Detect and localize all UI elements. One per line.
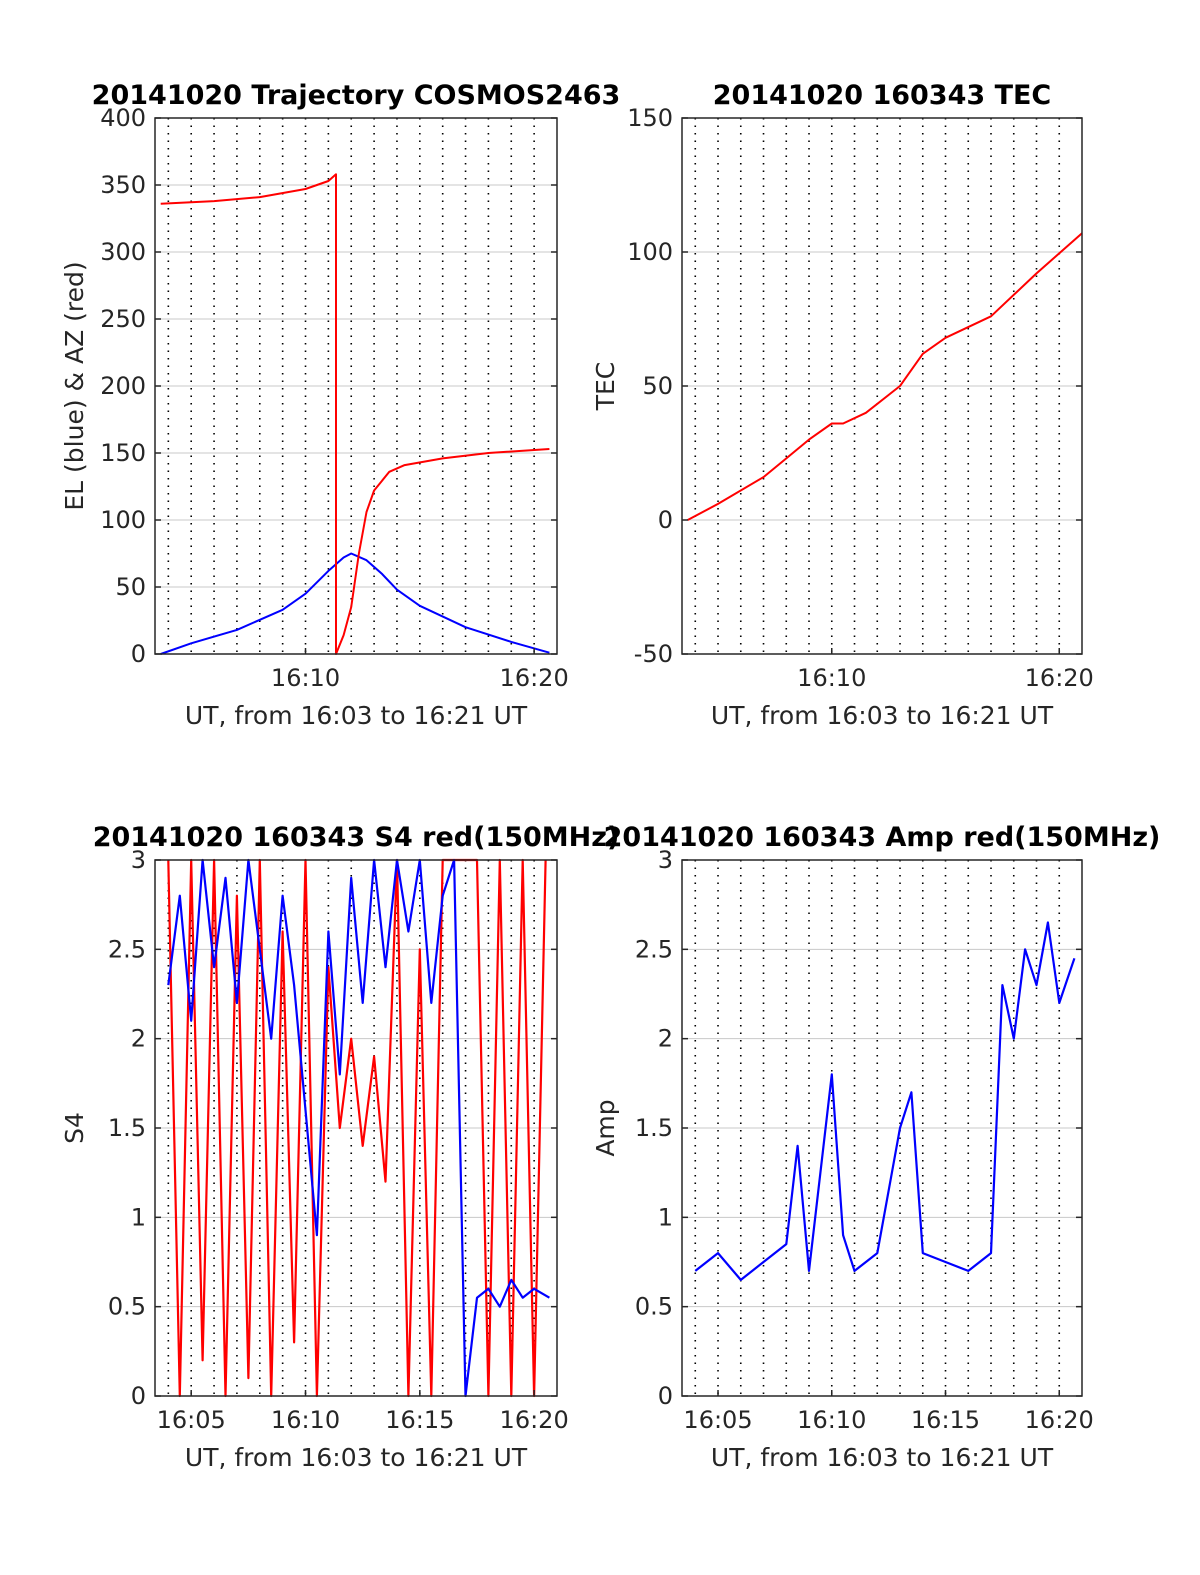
- y-tick-label: -50: [634, 640, 673, 668]
- series-line-red: [160, 173, 550, 655]
- y-tick-label: 150: [627, 104, 673, 132]
- chart-title: 20141020 160343 Amp red(150MHz): [604, 822, 1161, 853]
- y-axis-label: TEC: [591, 362, 620, 412]
- y-tick-label: 300: [100, 238, 146, 266]
- y-tick-label: 100: [100, 506, 146, 534]
- y-axis-label: Amp: [591, 1099, 620, 1156]
- y-tick-label: 0.5: [108, 1293, 146, 1321]
- y-axis-label: EL (blue) & AZ (red): [60, 261, 89, 510]
- x-tick-label: 16:20: [500, 1406, 569, 1434]
- chart-title: 20141020 160343 S4 red(150MHz): [93, 822, 620, 853]
- y-tick-label: 250: [100, 305, 146, 333]
- y-tick-label: 0: [658, 1382, 673, 1410]
- x-tick-label: 16:10: [797, 1406, 866, 1434]
- chart-3: 0 0.5 1 1.5 2 2.5 3 16:05 16:10 16:15 16:20 2014102…: [60, 822, 619, 1472]
- series-line-red: [167, 858, 547, 1398]
- x-tick-label: 16:20: [1025, 1406, 1094, 1434]
- y-tick-label: 400: [100, 104, 146, 132]
- chart-1: 0 50 100 150 200 250 300 350 400 16:10 16:20 201410…: [60, 80, 620, 730]
- chart-2: -50 0 50 100 150 16:10 16:20 20141020 160343 TE…: [591, 80, 1094, 730]
- series-line-blue: [160, 552, 550, 655]
- chart-4: 0 0.5 1 1.5 2 2.5 3 16:05 16:10 16:15 16:20 2014102…: [591, 822, 1160, 1472]
- y-tick-label: 1: [658, 1203, 673, 1231]
- series-line-red: [687, 232, 1083, 521]
- y-tick-label: 2: [131, 1025, 146, 1053]
- y-tick-label: 2.5: [108, 935, 146, 963]
- y-axis-label: S4: [60, 1112, 89, 1144]
- x-tick-label: 16:10: [271, 1406, 340, 1434]
- x-tick-label: 16:10: [271, 664, 340, 692]
- y-tick-label: 1.5: [635, 1114, 673, 1142]
- y-tick-label: 350: [100, 171, 146, 199]
- y-tick-label: 3: [658, 846, 673, 874]
- y-tick-label: 50: [115, 573, 146, 601]
- x-tick-label: 16:10: [797, 664, 866, 692]
- series-line-blue: [694, 921, 1076, 1282]
- x-tick-label: 16:15: [911, 1406, 980, 1434]
- y-tick-label: 0: [131, 640, 146, 668]
- y-tick-label: 2.5: [635, 935, 673, 963]
- x-axis-label: UT, from 16:03 to 16:21 UT: [711, 1443, 1054, 1472]
- y-tick-label: 1: [131, 1203, 146, 1231]
- y-tick-label: 1.5: [108, 1114, 146, 1142]
- y-tick-label: 0: [131, 1382, 146, 1410]
- series-line-blue: [167, 858, 550, 1398]
- y-tick-label: 150: [100, 439, 146, 467]
- y-tick-label: 100: [627, 238, 673, 266]
- x-axis-label: UT, from 16:03 to 16:21 UT: [185, 1443, 528, 1472]
- y-tick-label: 0: [658, 506, 673, 534]
- x-tick-label: 16:05: [157, 1406, 226, 1434]
- x-tick-label: 16:20: [500, 664, 569, 692]
- x-axis-label: UT, from 16:03 to 16:21 UT: [711, 701, 1054, 730]
- y-tick-label: 0.5: [635, 1293, 673, 1321]
- y-tick-label: 3: [131, 846, 146, 874]
- chart-title: 20141020 160343 TEC: [713, 80, 1052, 111]
- chart-title: 20141020 Trajectory COSMOS2463: [92, 80, 621, 111]
- x-tick-label: 16:05: [683, 1406, 752, 1434]
- x-tick-label: 16:15: [385, 1406, 454, 1434]
- y-tick-label: 50: [642, 372, 673, 400]
- x-tick-label: 16:20: [1025, 664, 1094, 692]
- y-tick-label: 2: [658, 1025, 673, 1053]
- x-axis-label: UT, from 16:03 to 16:21 UT: [185, 701, 528, 730]
- y-tick-label: 200: [100, 372, 146, 400]
